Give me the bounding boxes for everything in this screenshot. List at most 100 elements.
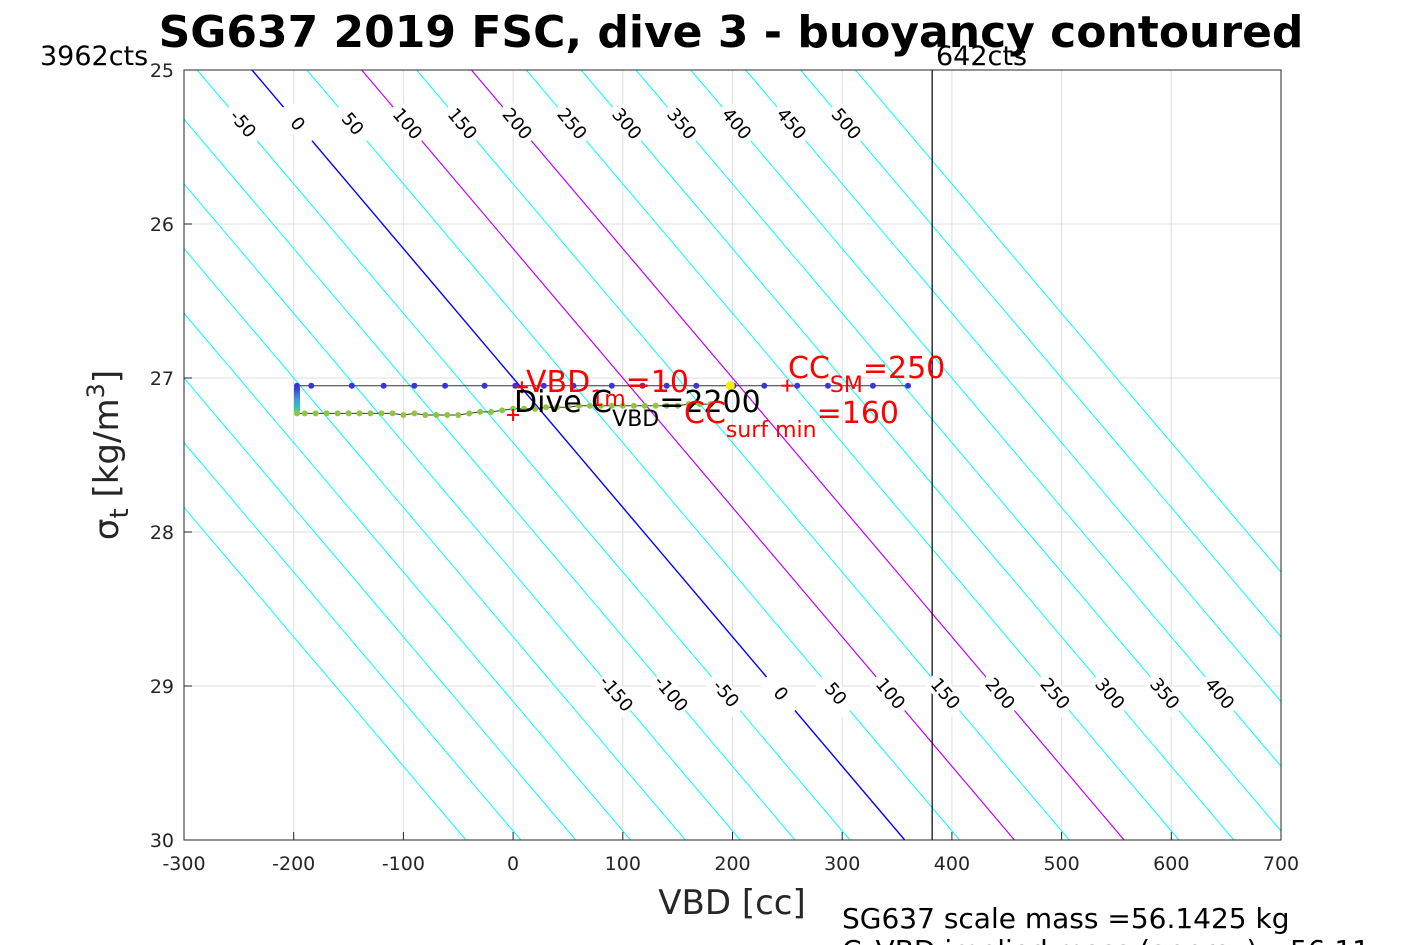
descent-point [761, 382, 768, 389]
right-corner-label: 642cts [936, 41, 1027, 72]
ascent-point [696, 401, 703, 408]
contour-line [690, 70, 1281, 768]
contour-label-bg [824, 100, 869, 148]
contour-label-bg [813, 670, 858, 717]
x-tick-label: 300 [824, 853, 860, 875]
contour-label-bg [758, 670, 803, 717]
ascent-point [510, 405, 517, 412]
ascent-point [685, 401, 692, 408]
ascent-point [663, 402, 670, 409]
x-tick-label: -100 [382, 853, 425, 875]
ascent-point [499, 407, 506, 414]
contour-line-zero [251, 70, 906, 840]
contour-line [854, 70, 1281, 573]
contour-label-bg [550, 100, 594, 148]
ascent-point [597, 402, 604, 409]
contour-label-bg [385, 100, 430, 148]
descent-point [411, 382, 418, 389]
x-tick-labels: -300 -200 -100 0 100 200 300 400 500 600 700 [162, 832, 1299, 875]
ascent-point [312, 410, 319, 417]
ascent-point [444, 411, 451, 418]
contour-label-bg [714, 100, 759, 148]
scale-mass-footer: SG637 scale mass =56.1425 kg [842, 902, 1290, 935]
contour-line [196, 70, 851, 840]
ascent-point [466, 410, 473, 417]
contour-line [184, 118, 796, 840]
contour-label-bg [275, 100, 320, 148]
descent-point [639, 382, 646, 389]
ascent-point [532, 405, 539, 412]
ascent-point [575, 402, 582, 409]
descent-point [608, 382, 615, 389]
vbd-1m-annotation: VBD1m=10 [526, 365, 689, 412]
descent-point [693, 382, 700, 389]
ascent-point [323, 410, 330, 417]
contour-line [416, 70, 1070, 840]
contour-label-bg [1087, 670, 1132, 717]
data-series [293, 379, 912, 421]
ascent-point [378, 410, 385, 417]
contour-label-bg [649, 670, 693, 717]
descent-point [794, 382, 801, 389]
x-tick-label: 400 [934, 853, 970, 875]
ascent-point [400, 411, 407, 418]
contour-label-bg [769, 100, 814, 148]
descent-point [663, 382, 670, 389]
contour-label-bg [1033, 670, 1077, 717]
contour-lines [184, 70, 1281, 840]
contour-label-bg [704, 670, 748, 717]
ascent-point [521, 405, 528, 412]
contour-line [525, 70, 1180, 840]
apogee-point [725, 381, 735, 391]
ascent-point [301, 410, 308, 417]
descent-point [540, 382, 547, 389]
descent-point [570, 382, 577, 389]
contour-line [184, 506, 467, 840]
ascent-point [586, 402, 593, 409]
contour-label-bg [659, 100, 704, 148]
ascent-point [477, 408, 484, 415]
descent-point [348, 382, 355, 389]
y-tick-label: 28 [150, 522, 174, 544]
ascent-point [433, 411, 440, 418]
ascent-point [641, 402, 648, 409]
ascent-point [619, 402, 626, 409]
contour-label-bg [923, 670, 968, 717]
contour-label-bg [440, 100, 485, 148]
y-tick-label: 25 [150, 60, 174, 82]
marker-plus [781, 379, 794, 392]
chart-title: SG637 2019 FSC, dive 3 - buoyancy contou… [159, 7, 1304, 58]
contour-label-bg [978, 670, 1022, 717]
cc-sm-annotation: CCSM=250 [788, 351, 945, 398]
implied-mass-footer: C_VBD implied mass (approx) =56.11 [842, 934, 1370, 945]
contour-label-bg [1142, 670, 1187, 717]
marker-plus [515, 381, 528, 394]
ascent-point [707, 401, 714, 408]
x-tick-label: -200 [272, 853, 315, 875]
contour-line [184, 312, 631, 840]
cc-surf-min-annotation: CCsurf min=160 [684, 396, 899, 443]
ascent-point [356, 410, 363, 417]
x-tick-label: 100 [605, 853, 641, 875]
ascent-point [455, 411, 462, 418]
contour-line [306, 70, 960, 840]
y-axis-label: σt [kg/m3] [82, 370, 135, 540]
descent-point [308, 382, 315, 389]
ascent-point [488, 408, 495, 415]
x-tick-label: 700 [1263, 853, 1299, 875]
x-axis-label: VBD [cc] [658, 883, 806, 923]
descent-point [869, 382, 876, 389]
ascent-point [293, 410, 300, 417]
ascent-point [608, 402, 615, 409]
x-tick-label: 200 [714, 853, 750, 875]
descent-point [905, 382, 912, 389]
y-tick-label: 26 [150, 214, 174, 236]
ascent-point [389, 410, 396, 417]
contour-line-magenta [470, 70, 1125, 840]
contour-label-bg [330, 100, 375, 148]
surface-column [293, 387, 300, 412]
contour-line [745, 70, 1281, 703]
contour-label-bg [594, 670, 639, 717]
contour-line [635, 70, 1281, 832]
